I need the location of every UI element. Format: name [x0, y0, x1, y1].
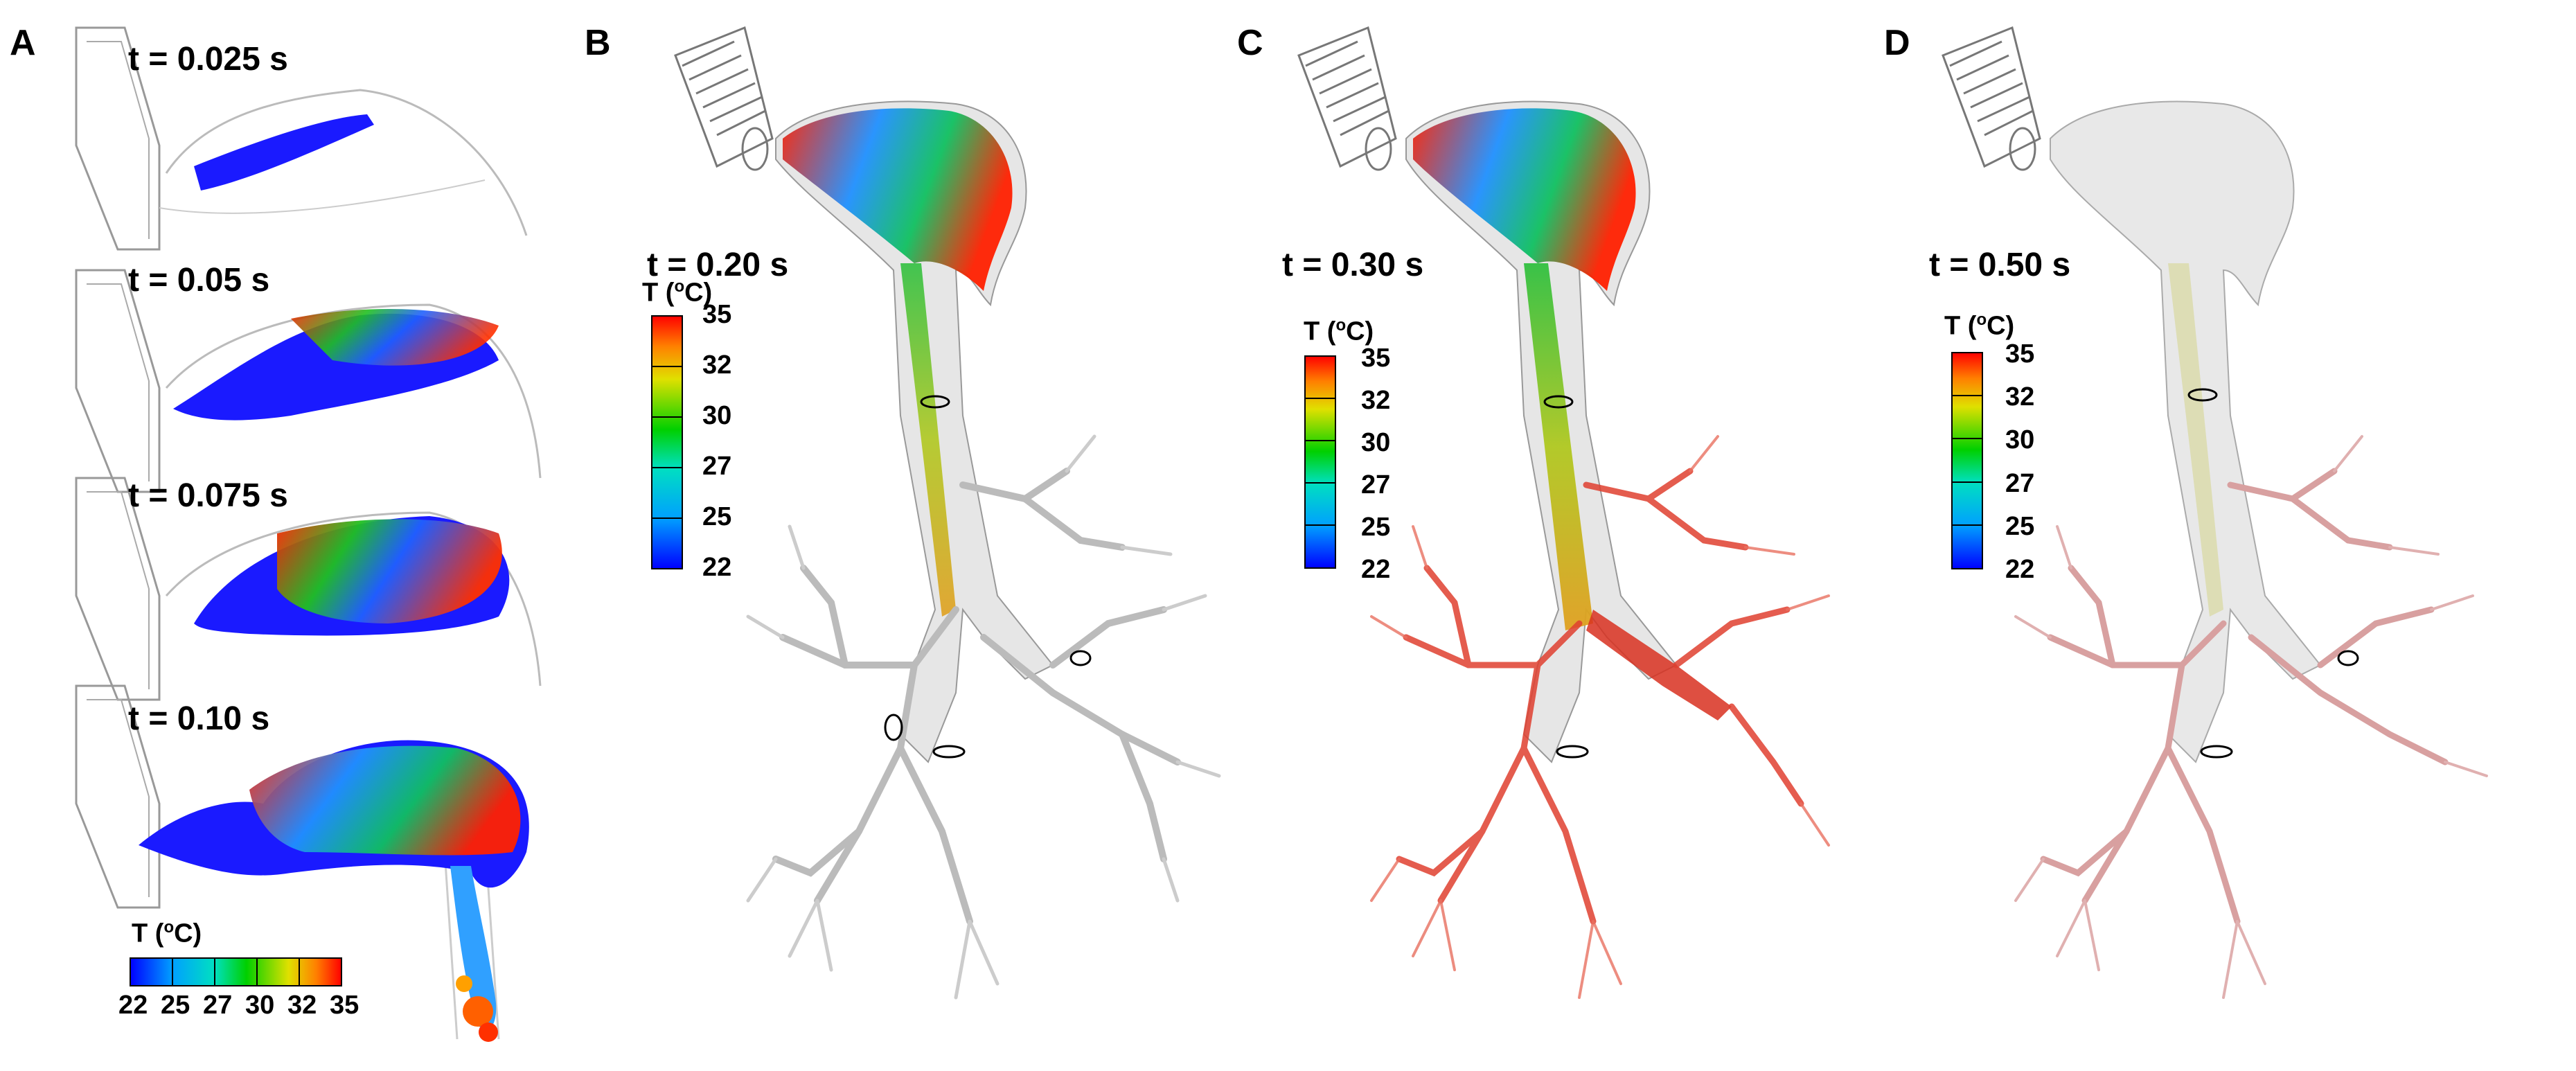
panel-c-legend-tick: 25 — [1361, 513, 1391, 542]
panel-b-legend-tick: 22 — [702, 553, 732, 582]
panel-a-time-1: t = 0.025 s — [128, 41, 288, 78]
panel-c-legend-tick: 27 — [1361, 470, 1391, 499]
panel-a-frame-2 — [75, 269, 542, 493]
panel-a-frame-4 — [75, 684, 529, 1042]
panel-c-legend-tick: 30 — [1361, 428, 1391, 457]
panel-c-legend-colorbar — [1304, 355, 1336, 569]
panel-d-letter: D — [1884, 23, 1910, 63]
panel-a-letter: A — [10, 23, 36, 63]
panel-b-legend-colorbar — [651, 315, 683, 569]
panel-a-legend-tick: 32 — [287, 991, 317, 1020]
panel-a-frame-3 — [75, 477, 542, 701]
panel-b-legend-title: T (oC) — [642, 277, 713, 308]
panel-c-legend-tick: 35 — [1361, 344, 1391, 373]
panel-a-legend-tick: 27 — [203, 991, 233, 1020]
panel-b-legend-tick: 27 — [702, 452, 732, 481]
panel-c-airway — [1297, 26, 1830, 999]
panel-b-legend-tick: 30 — [702, 401, 732, 430]
panel-c-legend-ticks — [1305, 398, 1335, 526]
panel-b-letter: B — [585, 23, 611, 63]
spray-plume — [249, 745, 521, 856]
panel-d-legend-title: T (oC) — [1944, 310, 2015, 341]
panel-d-legend-tick: 25 — [2005, 512, 2035, 541]
panel-d-legend-tick: 35 — [2005, 339, 2035, 369]
panel-d-legend-tick: 32 — [2005, 382, 2035, 411]
legend-colorbar — [130, 957, 342, 986]
panel-a-legend-tick: 35 — [330, 991, 359, 1020]
panel-d-legend-tick: 22 — [2005, 555, 2035, 584]
panel-a-legend-title: T (oC) — [132, 918, 202, 948]
panel-a-legend-tick: 22 — [118, 991, 148, 1020]
panel-d-airway — [1942, 26, 2488, 999]
inhaler-icon — [674, 26, 774, 171]
panel-a-time-2: t = 0.05 s — [128, 262, 270, 299]
panel-a-time-4: t = 0.10 s — [128, 700, 270, 737]
spray-plume — [194, 114, 374, 191]
inhaler-icon — [1942, 26, 2041, 171]
panel-c-letter: C — [1237, 23, 1263, 63]
panel-a-legend-tick: 25 — [161, 991, 190, 1020]
panel-c-legend-title: T (oC) — [1304, 316, 1374, 346]
panel-b-legend-tick: 35 — [702, 300, 732, 329]
panel-d-legend-colorbar — [1951, 352, 1983, 569]
panel-a-frame-1 — [75, 26, 528, 251]
panel-b-legend-tick: 25 — [702, 502, 732, 531]
panel-b-legend-tick: 32 — [702, 351, 732, 380]
panel-d-legend-tick: 27 — [2005, 469, 2035, 498]
panel-c-legend-tick: 22 — [1361, 555, 1391, 584]
spray-plume — [277, 519, 502, 623]
panel-d-legend-tick: 30 — [2005, 425, 2035, 454]
panel-b-legend-ticks — [652, 366, 682, 519]
panel-d-time: t = 0.50 s — [1929, 247, 2071, 283]
panel-c-legend-tick: 32 — [1361, 386, 1391, 415]
panel-a-time-3: t = 0.075 s — [128, 477, 288, 514]
panel-d-legend-ticks — [1952, 395, 1982, 526]
panel-a-legend-tick: 30 — [245, 991, 275, 1020]
inhaler-icon — [1297, 26, 1397, 171]
panel-b-airway — [674, 26, 1221, 1000]
panel-a-legend — [130, 957, 342, 986]
panel-c-time: t = 0.30 s — [1282, 247, 1424, 283]
panel-b-time: t = 0.20 s — [647, 247, 789, 283]
